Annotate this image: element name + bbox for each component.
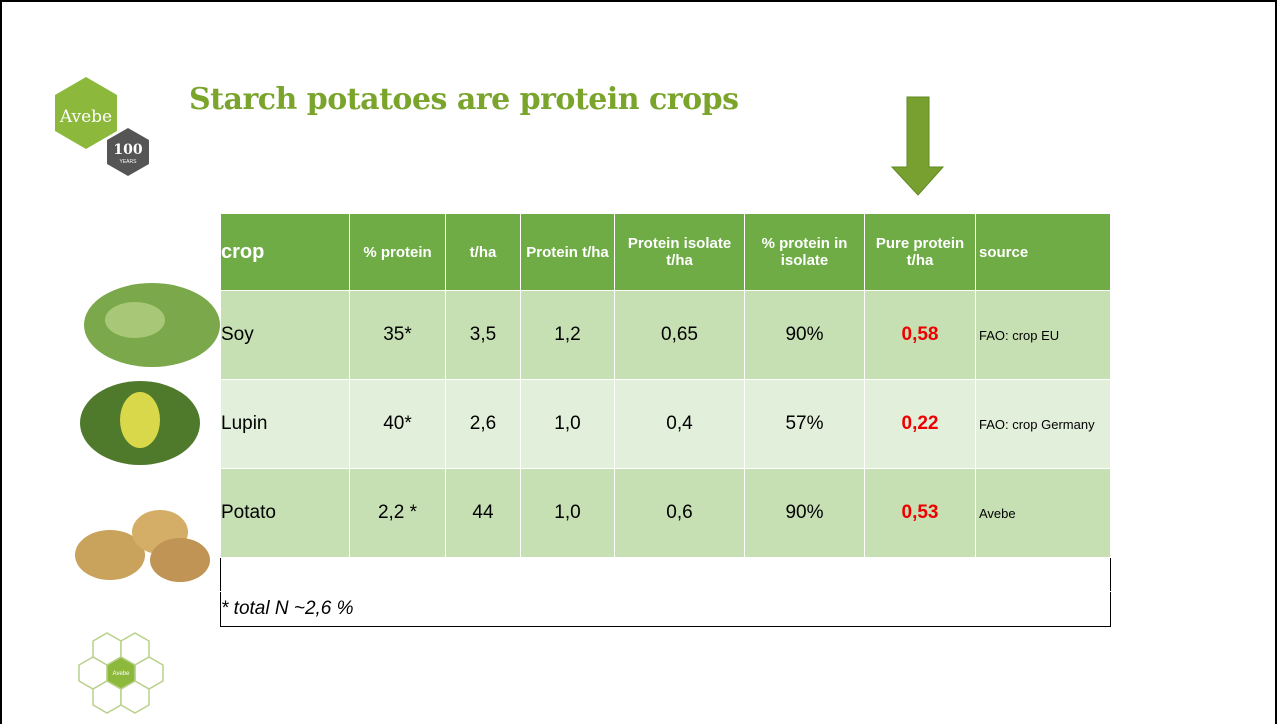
table-cell: Avebe	[976, 469, 1111, 558]
lupin-flower	[120, 392, 160, 448]
table-cell: 0,22	[865, 380, 976, 469]
table-cell: Potato	[221, 469, 350, 558]
arrow	[892, 97, 943, 195]
footnote-row: * total N ~2,6 %	[221, 592, 1111, 627]
header-cell: Protein isolate t/ha	[615, 214, 745, 291]
header-cell: Pure protein t/ha	[865, 214, 976, 291]
empty-row	[221, 558, 1111, 592]
table-cell: Lupin	[221, 380, 350, 469]
header-cell: % protein in isolate	[745, 214, 865, 291]
table-cell: 44	[446, 469, 521, 558]
table-cell: 0,4	[615, 380, 745, 469]
table-cell: FAO: crop EU	[976, 291, 1111, 380]
table-cell: 90%	[745, 469, 865, 558]
soy-detail	[105, 302, 165, 338]
table-cell: FAO: crop Germany	[976, 380, 1111, 469]
table-cell: 1,2	[521, 291, 615, 380]
header-cell: source	[976, 214, 1111, 291]
table-cell: 57%	[745, 380, 865, 469]
footnote: * total N ~2,6 %	[221, 592, 1111, 627]
table-cell: 40*	[350, 380, 446, 469]
slide-title: Starch potatoes are protein crops	[189, 82, 738, 117]
table-cell: 90%	[745, 291, 865, 380]
empty-cell	[221, 558, 1111, 592]
table-cell: 0,6	[615, 469, 745, 558]
table-cell: 3,5	[446, 291, 521, 380]
table-cell: 2,6	[446, 380, 521, 469]
header-cell: t/ha	[446, 214, 521, 291]
table-cell: 2,2 *	[350, 469, 446, 558]
slide: Avebe 100 YEARS Avebe Starch potatoes ar…	[0, 0, 1277, 724]
table-cell: 1,0	[521, 380, 615, 469]
potato-image	[150, 538, 210, 582]
table-cell: 1,0	[521, 469, 615, 558]
table-cell: Soy	[221, 291, 350, 380]
table-cell: 0,53	[865, 469, 976, 558]
logo-text: Avebe	[59, 107, 112, 127]
table-cell: 35*	[350, 291, 446, 380]
header-cell: % protein	[350, 214, 446, 291]
header-cell: Protein t/ha	[521, 214, 615, 291]
footer-logo-text: Avebe	[113, 671, 131, 677]
table-cell: 0,58	[865, 291, 976, 380]
badge-text: 100	[113, 142, 142, 158]
header-cell: crop	[221, 214, 350, 291]
badge-sub: YEARS	[120, 159, 138, 165]
table-cell: 0,65	[615, 291, 745, 380]
